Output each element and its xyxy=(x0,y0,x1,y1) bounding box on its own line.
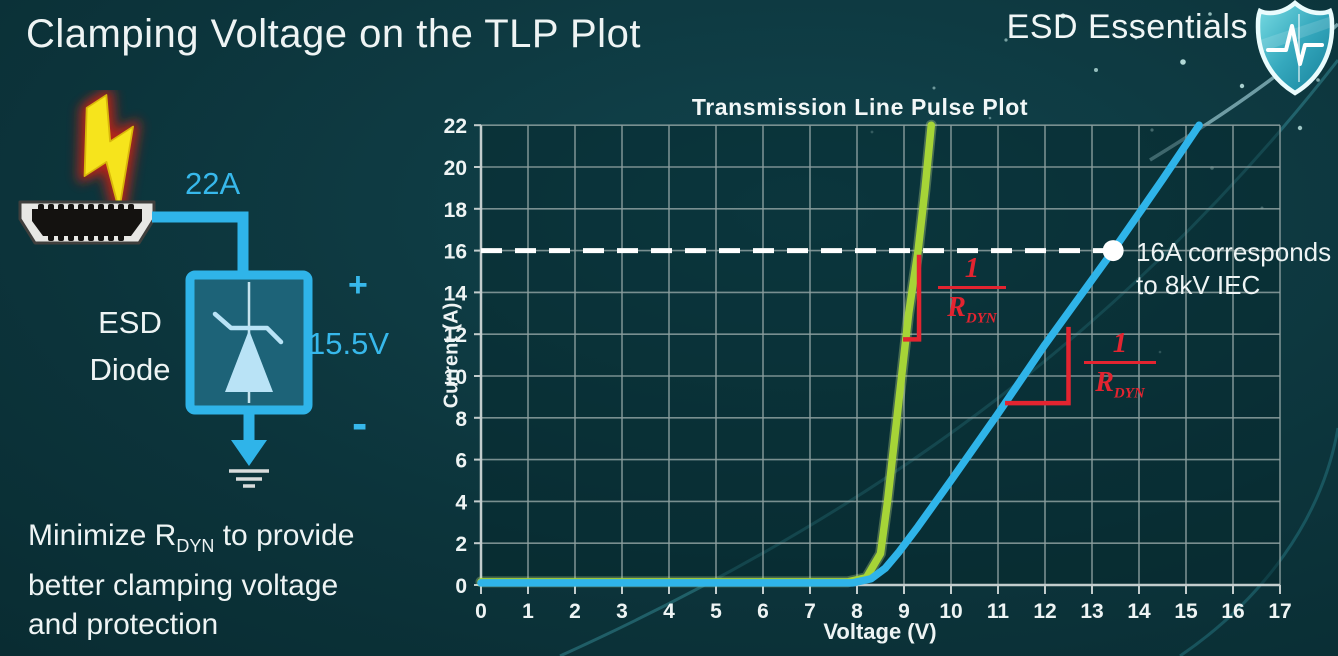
marker-annotation: 16A corresponds to 8kV IEC xyxy=(1136,236,1331,302)
x-tick-label: 17 xyxy=(1268,600,1291,623)
x-tick-label: 14 xyxy=(1127,600,1151,623)
star-dot xyxy=(1150,128,1154,132)
clamp-voltage-label: 15.5V xyxy=(308,326,390,361)
brand-text: ESD Essentials xyxy=(1006,8,1248,46)
x-tick-label: 3 xyxy=(616,600,628,623)
star-dot xyxy=(932,86,936,90)
rdyn-fraction-green: 1 RDYN xyxy=(934,253,1010,335)
ground-symbol-icon xyxy=(229,469,269,488)
rdyn-fraction-blue: 1 RDYN xyxy=(1080,328,1160,410)
x-tick-label: 1 xyxy=(522,600,534,623)
y-tick-label: 14 xyxy=(444,282,468,305)
x-tick-label: 15 xyxy=(1174,600,1198,623)
hdmi-connector-icon xyxy=(18,200,156,245)
star-dot xyxy=(1158,350,1162,354)
y-tick-label: 16 xyxy=(444,241,467,264)
x-tick-label: 13 xyxy=(1080,600,1103,623)
x-tick-label: 8 xyxy=(851,600,863,623)
rdyn-subscript: DYN xyxy=(176,536,215,556)
x-tick-label: 7 xyxy=(804,600,816,623)
fraction-denominator: RDYN xyxy=(1095,367,1145,402)
x-tick-label: 6 xyxy=(757,600,769,623)
y-tick-label: 0 xyxy=(455,575,467,598)
page-title: Clamping Voltage on the TLP Plot xyxy=(26,12,641,56)
star-dot xyxy=(1134,36,1138,40)
shield-highlight xyxy=(1260,16,1332,52)
y-tick-label: 20 xyxy=(444,157,467,180)
surge-current-label: 22A xyxy=(185,166,241,201)
star-dot xyxy=(1180,59,1186,65)
x-tick-label: 11 xyxy=(987,600,1010,623)
fraction-numerator: 1 xyxy=(964,252,980,284)
star-dot xyxy=(988,116,992,120)
arrow-down-icon xyxy=(231,440,267,466)
x-tick-label: 12 xyxy=(1033,600,1056,623)
x-tick-label: 2 xyxy=(569,600,581,623)
y-tick-label: 12 xyxy=(444,324,467,347)
esd-shield-logo-icon xyxy=(1255,0,1335,96)
marker-annotation-line2: to 8kV IEC xyxy=(1136,270,1261,300)
x-tick-label: 16 xyxy=(1221,600,1244,623)
x-tick-label: 9 xyxy=(898,600,910,623)
x-tick-label: 10 xyxy=(939,600,962,623)
y-tick-label: 2 xyxy=(455,533,467,556)
y-tick-label: 6 xyxy=(455,450,467,473)
takeaway-note: Minimize RDYN to provide better clamping… xyxy=(28,516,458,644)
y-tick-label: 4 xyxy=(455,491,467,514)
marker-annotation-line1: 16A corresponds xyxy=(1136,237,1332,267)
lightning-bolt-icon xyxy=(78,90,140,217)
esd-diode-label-line2: Diode xyxy=(89,352,171,387)
x-axis-title: Voltage (V) xyxy=(823,619,937,644)
note-line2: better clamping voltage xyxy=(28,569,339,602)
chart-title: Transmission Line Pulse Plot xyxy=(691,94,1029,120)
swoosh-corner xyxy=(1179,427,1338,656)
star-dot xyxy=(1239,83,1245,89)
fraction-numerator: 1 xyxy=(1112,327,1128,359)
star-dot xyxy=(1094,68,1098,72)
esd-diode-label-line1: ESD xyxy=(98,305,162,340)
y-tick-label: 18 xyxy=(444,199,468,222)
star-dot xyxy=(1297,125,1303,131)
circuit-diagram xyxy=(18,90,313,488)
fraction-denominator: RDYN xyxy=(947,292,997,327)
y-tick-label: 10 xyxy=(444,366,467,389)
marker-point-16A xyxy=(1102,240,1124,262)
fraction-bar xyxy=(938,286,1006,289)
star-dot xyxy=(1060,13,1066,19)
x-tick-label: 0 xyxy=(475,600,487,623)
y-tick-label: 8 xyxy=(455,408,467,431)
x-tick-label: 5 xyxy=(710,600,722,623)
y-tick-label: 22 xyxy=(444,115,467,138)
note-line3: and protection xyxy=(28,608,219,641)
surge-wire xyxy=(152,211,249,282)
pulse-line-icon xyxy=(1266,24,1324,66)
polarity-minus-label: - xyxy=(352,397,368,449)
polarity-plus-label: + xyxy=(348,266,368,304)
slope-marker xyxy=(1005,326,1071,406)
tlp-plot: 0 1 2 3 4 5 6 7 8 9 10 11 12 13 14 15 16 1702468101214161… xyxy=(444,115,1292,623)
note-line1: Minimize RDYN to provide xyxy=(28,519,355,556)
star-dot xyxy=(1004,38,1008,42)
star-dot xyxy=(1208,12,1212,16)
tvs-diode-symbol-icon xyxy=(212,282,284,403)
star-dot xyxy=(1316,78,1320,82)
fraction-bar xyxy=(1084,361,1156,364)
slope-marker xyxy=(903,254,922,342)
star-dot xyxy=(870,130,874,134)
esd-diode-label: ESD Diode xyxy=(70,299,190,393)
x-tick-label: 4 xyxy=(663,600,675,623)
swoosh-curve xyxy=(559,59,1338,656)
